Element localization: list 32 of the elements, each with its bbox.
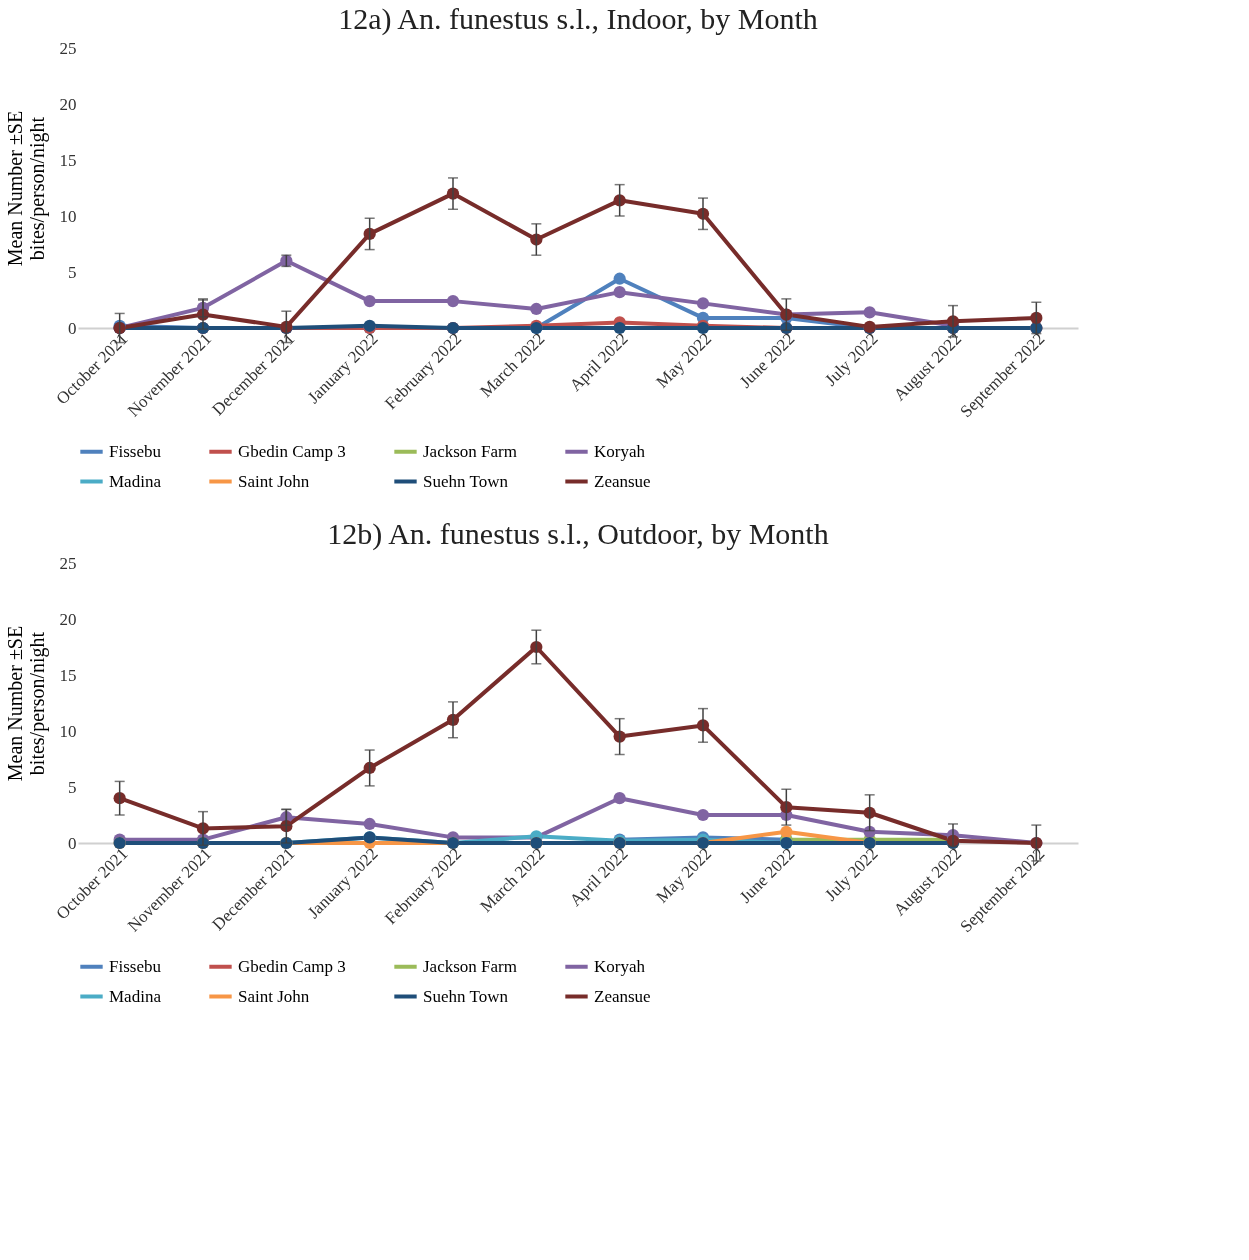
y-tick-label: 25 — [59, 38, 77, 58]
legend-label: Gbedin Camp 3 — [238, 441, 346, 461]
legend-label: Gbedin Camp 3 — [238, 956, 346, 976]
y-tick-label: 15 — [59, 665, 77, 685]
legend-label: Koryah — [594, 441, 646, 461]
y-tick-label: 20 — [59, 94, 77, 114]
legend-label: Suehn Town — [423, 471, 509, 491]
y-tick-label: 0 — [68, 318, 77, 338]
legend-label: Madina — [109, 986, 162, 1006]
legend-label: Jackson Farm — [423, 956, 517, 976]
chart-title: 12a) An. funestus s.l., Indoor, by Month — [338, 2, 818, 36]
y-tick-label: 10 — [59, 206, 77, 226]
y-tick-label: 25 — [59, 553, 77, 573]
y-tick-label: 0 — [68, 833, 77, 853]
y-tick-label: 5 — [68, 262, 77, 282]
legend-label: Zeansue — [594, 471, 651, 491]
y-tick-label: 10 — [59, 721, 77, 741]
chart-title: 12b) An. funestus s.l., Outdoor, by Month — [327, 517, 829, 551]
legend-label: Saint John — [238, 471, 310, 491]
legend-label: Fissebu — [109, 956, 162, 976]
y-tick-label: 20 — [59, 609, 77, 629]
legend-label: Madina — [109, 471, 162, 491]
y-tick-label: 15 — [59, 150, 77, 170]
y-axis-title: Mean Number ±SE bites/person/night — [3, 625, 49, 782]
legend-label: Zeansue — [594, 986, 651, 1006]
legend-label: Koryah — [594, 956, 646, 976]
y-tick-label: 5 — [68, 777, 77, 797]
legend-label: Suehn Town — [423, 986, 509, 1006]
legend-label: Jackson Farm — [423, 441, 517, 461]
legend-label: Saint John — [238, 986, 310, 1006]
legend-label: Fissebu — [109, 441, 162, 461]
y-axis-title: Mean Number ±SE bites/person/night — [3, 110, 49, 267]
